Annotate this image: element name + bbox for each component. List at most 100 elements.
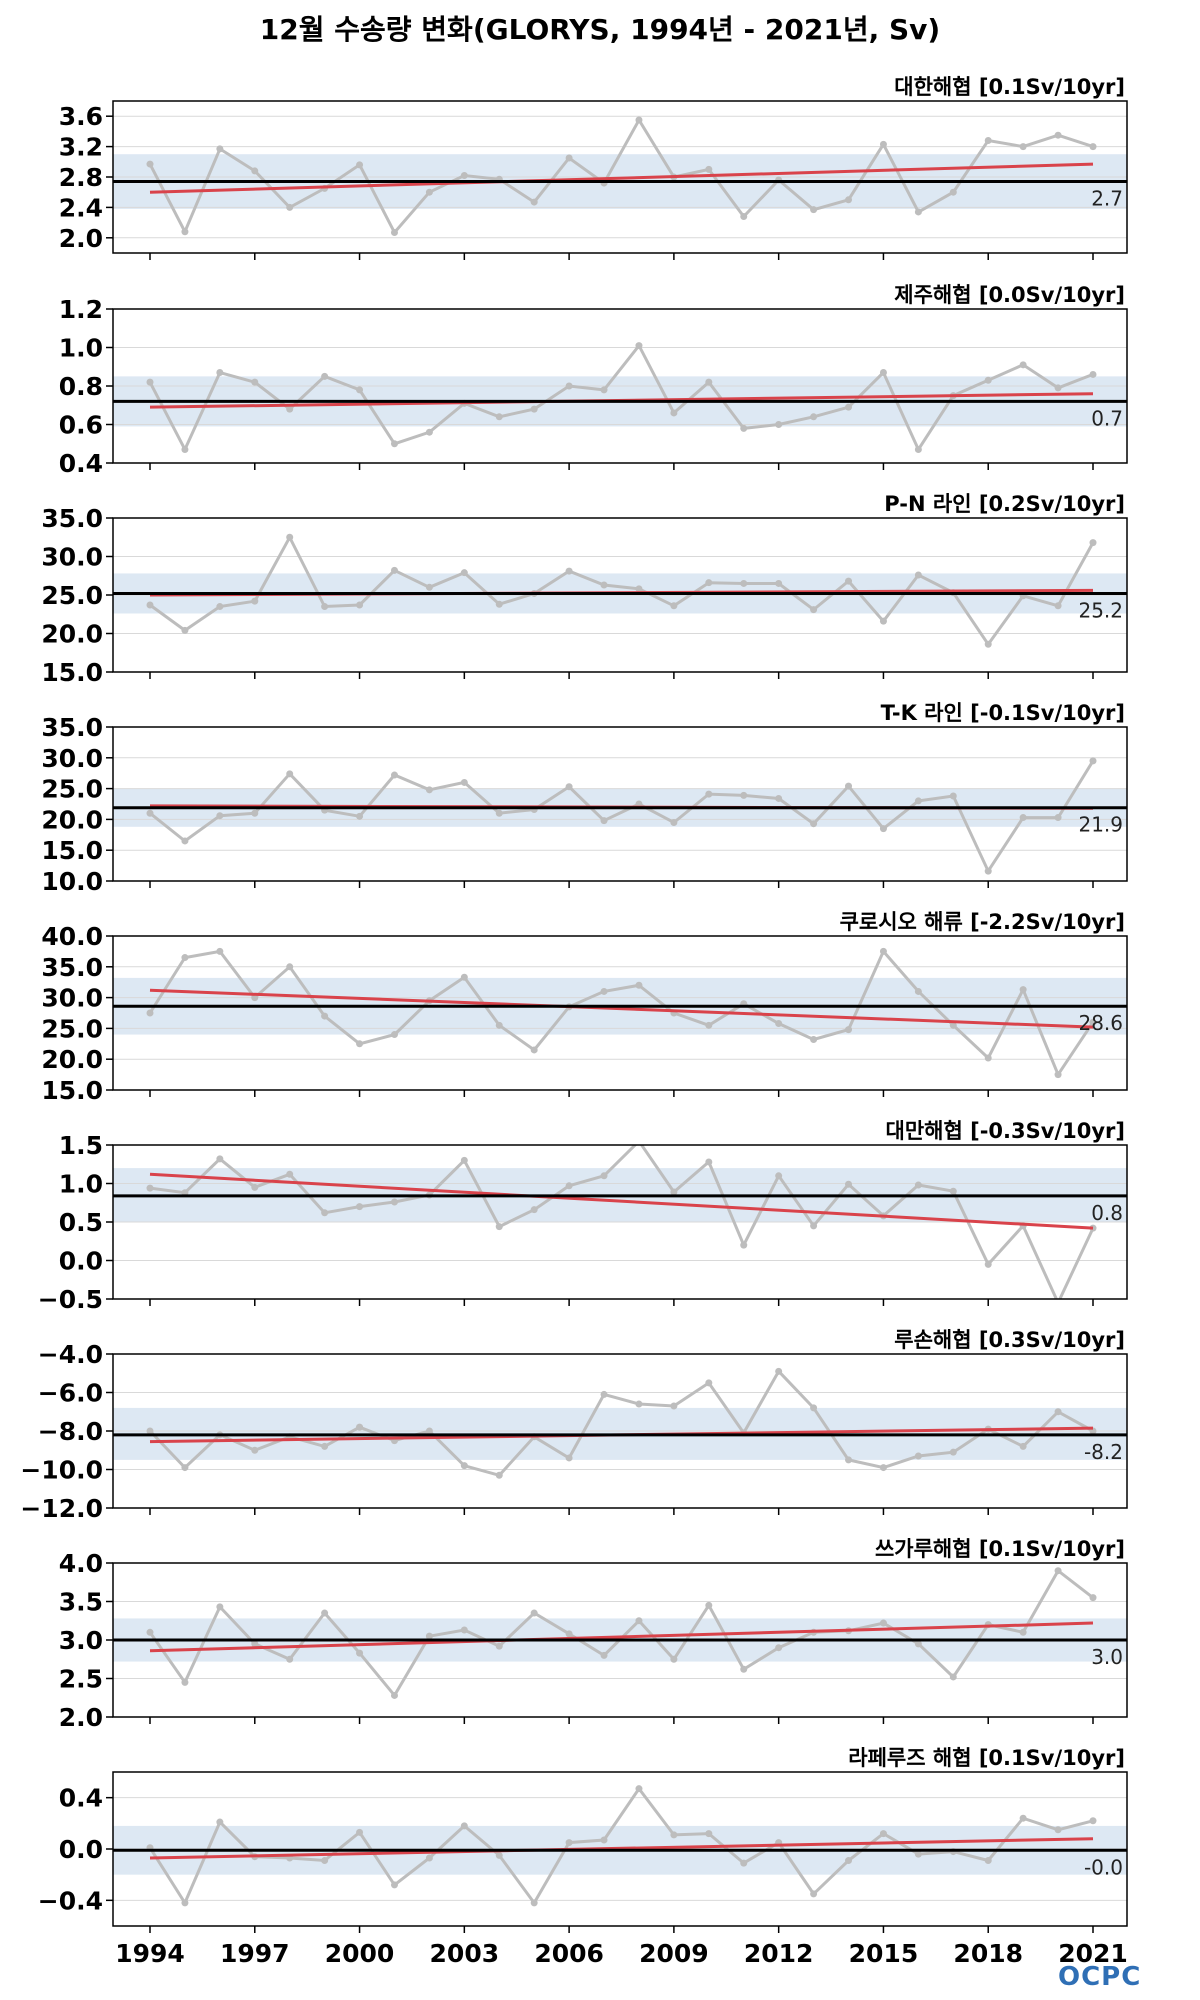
- panel-title: 라페루즈 해협 [0.1Sv/10yr]: [848, 1746, 1125, 1770]
- data-point: [914, 987, 922, 995]
- data-point: [495, 1223, 503, 1231]
- y-tick-label: 30.0: [41, 984, 103, 1013]
- x-tick-label: 2021: [1058, 1939, 1128, 1968]
- data-point: [565, 1454, 573, 1462]
- y-tick-label: 20.0: [41, 620, 103, 649]
- data-point: [740, 1665, 748, 1673]
- data-point: [740, 424, 748, 432]
- data-point: [1019, 143, 1027, 151]
- data-point: [181, 1464, 189, 1472]
- data-point: [530, 1609, 538, 1617]
- y-tick-label: 0.0: [59, 1835, 103, 1864]
- data-point: [845, 1026, 853, 1034]
- data-point: [1089, 1018, 1097, 1026]
- panel-title: 제주해협 [0.0Sv/10yr]: [894, 283, 1125, 307]
- trend-line: [149, 988, 1094, 1029]
- data-point: [1019, 986, 1027, 994]
- data-point: [286, 533, 294, 541]
- y-tick-label: 3.2: [59, 133, 103, 162]
- data-point: [1019, 814, 1027, 822]
- data-point: [845, 1857, 853, 1865]
- mean-label: 21.9: [1078, 813, 1123, 837]
- data-point: [565, 1182, 573, 1190]
- data-point: [984, 137, 992, 145]
- y-tick-label: 0.0: [59, 1247, 103, 1276]
- trend-line: [149, 1172, 1094, 1230]
- data-point: [216, 369, 224, 377]
- data-point: [845, 782, 853, 790]
- y-tick-label: 25.0: [41, 1014, 103, 1043]
- y-tick-label: 15.0: [41, 1076, 103, 1105]
- data-point: [740, 579, 748, 587]
- data-point: [286, 405, 294, 413]
- data-point: [146, 160, 154, 168]
- y-tick-label: −0.4: [38, 1886, 103, 1915]
- panel-title: 루손해협 [0.3Sv/10yr]: [894, 1328, 1125, 1352]
- y-tick-label: 2.8: [59, 163, 103, 192]
- data-point: [740, 791, 748, 799]
- data-point: [914, 1640, 922, 1648]
- data-point: [356, 161, 364, 169]
- data-point: [251, 378, 259, 386]
- y-tick-label: 35.0: [41, 953, 103, 982]
- series-line: [148, 1368, 1094, 1477]
- data-point: [356, 1649, 364, 1657]
- y-tick-label: 35.0: [41, 713, 103, 742]
- data-point: [1054, 1826, 1062, 1834]
- data-point: [984, 1857, 992, 1865]
- data-point: [146, 1628, 154, 1636]
- data-point: [1054, 1408, 1062, 1416]
- data-point: [530, 1899, 538, 1907]
- data-point: [356, 812, 364, 820]
- data-point: [216, 812, 224, 820]
- panel-title: T-K 라인 [-0.1Sv/10yr]: [881, 701, 1125, 725]
- data-point: [390, 228, 398, 236]
- data-point: [495, 809, 503, 817]
- data-point: [740, 213, 748, 221]
- mean-label: 0.8: [1091, 1201, 1123, 1225]
- y-tick-label: 0.4: [59, 1784, 103, 1813]
- y-tick-label: −8.0: [38, 1417, 103, 1446]
- data-point: [775, 794, 783, 802]
- data-point: [775, 1644, 783, 1652]
- data-point: [949, 1673, 957, 1681]
- data-point: [670, 818, 678, 826]
- data-point: [1089, 539, 1097, 547]
- data-point: [845, 1456, 853, 1464]
- data-point: [495, 1021, 503, 1029]
- data-point: [425, 1632, 433, 1640]
- data-point: [181, 1899, 189, 1907]
- data-point: [600, 1651, 608, 1659]
- data-point: [845, 577, 853, 585]
- y-tick-label: 20.0: [41, 1045, 103, 1074]
- data-point: [1019, 361, 1027, 369]
- data-point: [146, 601, 154, 609]
- data-point: [356, 386, 364, 394]
- data-point: [705, 1601, 713, 1609]
- data-point: [565, 1630, 573, 1638]
- data-point: [670, 409, 678, 417]
- data-point: [321, 1442, 329, 1450]
- data-point: [146, 809, 154, 817]
- y-tick-label: 1.0: [59, 334, 103, 363]
- y-tick-label: 25.0: [41, 581, 103, 610]
- data-point: [216, 947, 224, 955]
- data-point: [181, 837, 189, 845]
- y-tick-label: 2.0: [59, 1703, 103, 1732]
- data-point: [216, 145, 224, 153]
- data-point: [600, 386, 608, 394]
- panel-frame: [112, 935, 1128, 1091]
- data-point: [286, 770, 294, 778]
- y-tick-label: 3.6: [59, 102, 103, 131]
- y-tick-label: 15.0: [41, 658, 103, 687]
- data-point: [181, 954, 189, 962]
- data-point: [879, 825, 887, 833]
- y-tick-label: 3.0: [59, 1626, 103, 1655]
- y-tick-label: 20.0: [41, 805, 103, 834]
- series-line: [149, 760, 1095, 875]
- data-point: [390, 440, 398, 448]
- data-point: [181, 228, 189, 236]
- data-point: [635, 116, 643, 124]
- series-line: [149, 1145, 1095, 1299]
- trend-line: [149, 1837, 1094, 1860]
